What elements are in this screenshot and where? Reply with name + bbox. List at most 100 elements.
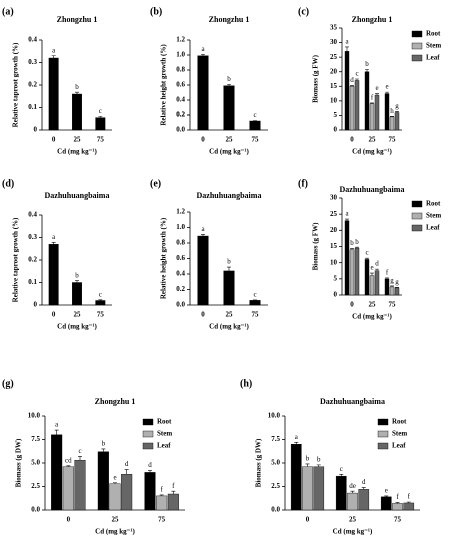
x-tick-label: 25 xyxy=(112,516,120,524)
bar xyxy=(369,275,375,296)
y-tick-label: 2.5 xyxy=(31,482,40,490)
error-bar xyxy=(51,242,56,245)
y-axis-label: Relative taproot growth (%) xyxy=(12,42,20,127)
bar xyxy=(403,502,415,511)
bar xyxy=(109,483,121,511)
bar xyxy=(156,495,168,511)
x-tick-label: 75 xyxy=(389,301,397,309)
error-bar xyxy=(385,277,389,279)
chart-title: Zhongzhu 1 xyxy=(57,15,98,24)
bar xyxy=(394,112,400,131)
y-tick-label: 35 xyxy=(330,24,338,32)
error-bar xyxy=(345,218,349,221)
bar xyxy=(62,466,74,511)
significance-letter: a xyxy=(55,421,59,429)
y-tick-label: 5 xyxy=(334,111,338,119)
panel-label: (c) xyxy=(298,6,309,17)
chart-title: Dazhuhuangbaima xyxy=(45,191,110,200)
x-tick-label: 0 xyxy=(201,311,205,319)
error-bar xyxy=(227,83,231,86)
y-tick-label: 0.4 xyxy=(28,36,37,44)
bar xyxy=(97,451,109,511)
significance-letter: f xyxy=(160,486,163,494)
x-axis-label: Cd (mg kg⁻¹) xyxy=(57,148,97,156)
y-axis-label: Biomass (g FW) xyxy=(312,54,320,103)
x-axis-label: Cd (mg kg⁻¹) xyxy=(352,313,392,321)
error-bar xyxy=(201,234,205,237)
error-bar xyxy=(370,102,374,104)
bar xyxy=(313,466,325,511)
y-tick-label: 10.0 xyxy=(268,412,281,420)
legend-label: Leaf xyxy=(426,54,440,62)
significance-letter: c xyxy=(99,290,102,298)
y-axis-label: Relative height growth (%) xyxy=(160,217,168,299)
bar xyxy=(392,503,403,511)
y-tick-label: 0.0 xyxy=(31,506,40,514)
significance-letter: f xyxy=(396,493,399,501)
x-tick-label: 75 xyxy=(97,311,105,319)
x-tick-label: 75 xyxy=(389,136,397,144)
bar xyxy=(335,475,347,511)
y-tick-label: 0.8 xyxy=(176,66,185,74)
bar xyxy=(354,247,360,296)
significance-letter: d xyxy=(125,460,129,468)
y-axis-label: Biomass (g DW) xyxy=(255,438,263,487)
error-bar xyxy=(54,429,59,435)
legend-swatch xyxy=(411,224,423,232)
error-bar xyxy=(395,111,399,113)
significance-letter: a xyxy=(295,433,299,441)
significance-letter: h xyxy=(390,107,394,115)
y-axis-label: Biomass (g DW) xyxy=(15,438,23,487)
error-bar xyxy=(75,91,79,94)
error-bar xyxy=(78,456,82,461)
bar xyxy=(389,286,395,296)
bar xyxy=(374,270,380,296)
legend-label: Leaf xyxy=(392,442,406,450)
x-tick-label: 0 xyxy=(52,136,56,144)
bar xyxy=(302,466,313,511)
x-tick-label: 75 xyxy=(394,516,402,524)
error-bar xyxy=(370,272,374,276)
legend-swatch xyxy=(411,30,423,38)
bar xyxy=(51,434,63,511)
bar xyxy=(197,55,209,131)
bar xyxy=(290,444,302,511)
significance-letter: b xyxy=(227,258,231,266)
y-tick-label: 0 xyxy=(34,126,38,134)
y-tick-label: 25 xyxy=(330,53,338,61)
bar xyxy=(72,93,82,131)
bar xyxy=(347,492,358,511)
significance-letter: c xyxy=(253,291,256,299)
y-tick-label: 0.2 xyxy=(28,256,37,264)
legend-label: Stem xyxy=(426,42,441,50)
error-bar xyxy=(365,257,369,260)
y-axis-label: Relative taproot growth (%) xyxy=(12,217,20,302)
x-axis-label: Cd (mg kg⁻¹) xyxy=(209,148,249,156)
bar xyxy=(72,282,82,306)
error-bar xyxy=(375,93,379,96)
significance-letter: b xyxy=(365,60,369,68)
x-tick-label: 25 xyxy=(349,516,357,524)
error-bar xyxy=(305,463,310,467)
legend-swatch xyxy=(411,54,423,62)
panel-label: (b) xyxy=(150,6,162,17)
x-tick-label: 25 xyxy=(226,136,234,144)
error-bar xyxy=(339,473,344,477)
legend-label: Root xyxy=(426,30,441,38)
significance-letter: d xyxy=(362,478,366,486)
legend-label: Root xyxy=(392,418,407,426)
legend-swatch xyxy=(377,430,389,438)
y-tick-label: 0.6 xyxy=(176,254,185,262)
significance-letter: d xyxy=(148,461,152,469)
legend-label: Stem xyxy=(157,430,172,438)
chart-title: Dazhuhuangbaima xyxy=(320,397,385,406)
bar xyxy=(121,474,133,511)
error-bar xyxy=(294,442,299,445)
y-tick-label: 0 xyxy=(34,301,38,309)
bar xyxy=(144,472,156,511)
chart-title: Dazhuhuangbaima xyxy=(197,191,262,200)
legend-label: Leaf xyxy=(157,442,171,450)
bar xyxy=(344,220,350,296)
y-tick-label: 0.1 xyxy=(28,278,37,286)
